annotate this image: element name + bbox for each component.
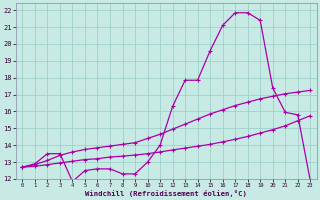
X-axis label: Windchill (Refroidissement éolien,°C): Windchill (Refroidissement éolien,°C)	[85, 190, 247, 197]
